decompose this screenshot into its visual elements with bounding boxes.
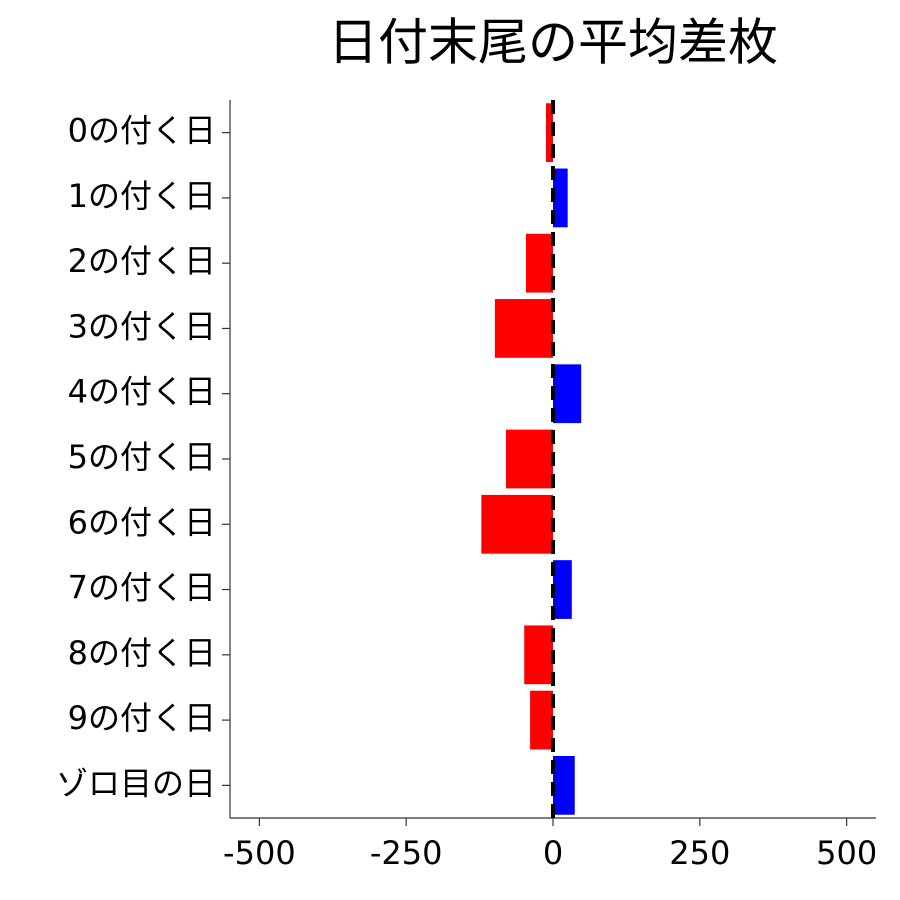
y-tick-label: 8の付く日 [68,634,216,672]
bar [545,103,553,163]
x-tick-label: 250 [669,834,730,872]
y-tick-label: 0の付く日 [68,112,216,150]
y-tick-label: 6の付く日 [68,503,216,541]
bar [553,560,572,619]
bar [530,690,553,750]
x-tick-label: 500 [816,834,877,872]
bar [494,299,553,358]
y-tick-label: 3の付く日 [68,307,216,345]
bar [525,233,553,293]
bar [506,429,553,489]
bar [524,625,553,685]
bar [553,168,568,228]
y-tick-label: 4の付く日 [68,373,216,411]
chart-title: 日付末尾の平均差枚 [328,14,778,72]
y-tick-label: 7の付く日 [68,569,216,607]
x-tick-label: 0 [543,834,563,872]
x-tick-label: -250 [370,834,443,872]
x-tick-label: -500 [223,834,296,872]
bar [553,364,582,424]
y-tick-label: 5の付く日 [68,438,216,476]
y-tick-label: 1の付く日 [68,177,216,215]
y-tick-label: 9の付く日 [68,699,216,737]
bar [481,494,553,554]
y-tick-label: 2の付く日 [68,242,216,280]
y-tick-label: ゾロ目の日 [56,764,216,802]
bar [553,755,575,815]
